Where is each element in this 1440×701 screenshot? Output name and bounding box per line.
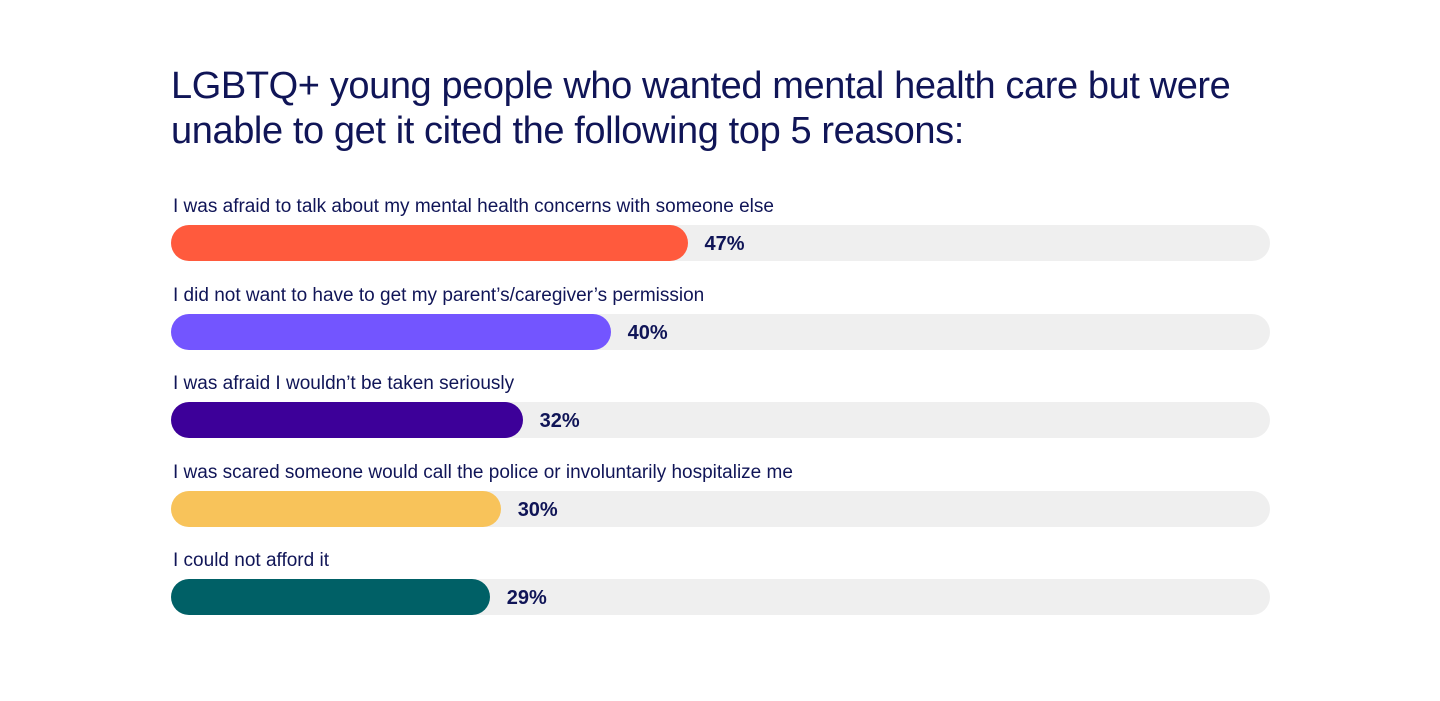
- bar-row: I could not afford it 29%: [171, 549, 1270, 629]
- bar-row: I did not want to have to get my parent’…: [171, 284, 1270, 364]
- bar-row: I was afraid to talk about my mental hea…: [171, 195, 1270, 275]
- bar-track: [171, 314, 1270, 350]
- bar-value-label: 30%: [517, 499, 558, 521]
- bar-category-label: I was afraid to talk about my mental hea…: [173, 196, 774, 217]
- bar: [171, 314, 611, 350]
- bar-track: [171, 579, 1270, 615]
- bar-row: I was afraid I wouldn’t be taken serious…: [171, 372, 1270, 452]
- bar-track: [171, 491, 1270, 527]
- chart-title: LGBTQ+ young people who wanted mental he…: [171, 65, 1231, 152]
- bar-row: I was scared someone would call the poli…: [171, 461, 1270, 541]
- bar: [171, 579, 490, 615]
- bar-category-label: I could not afford it: [173, 550, 329, 571]
- bar-category-label: I did not want to have to get my parent’…: [173, 285, 705, 306]
- bar: [171, 402, 523, 438]
- bar-value-label: 47%: [704, 233, 745, 255]
- bar-value-label: 29%: [506, 587, 547, 609]
- bar-track: [171, 402, 1270, 438]
- bar-track: [171, 225, 1270, 261]
- bar-value-label: 32%: [539, 410, 580, 432]
- bar: [171, 491, 501, 527]
- bar-value-label: 40%: [627, 322, 668, 344]
- bar-category-label: I was scared someone would call the poli…: [173, 462, 793, 483]
- bar-category-label: I was afraid I wouldn’t be taken serious…: [173, 373, 515, 394]
- bar: [171, 225, 688, 261]
